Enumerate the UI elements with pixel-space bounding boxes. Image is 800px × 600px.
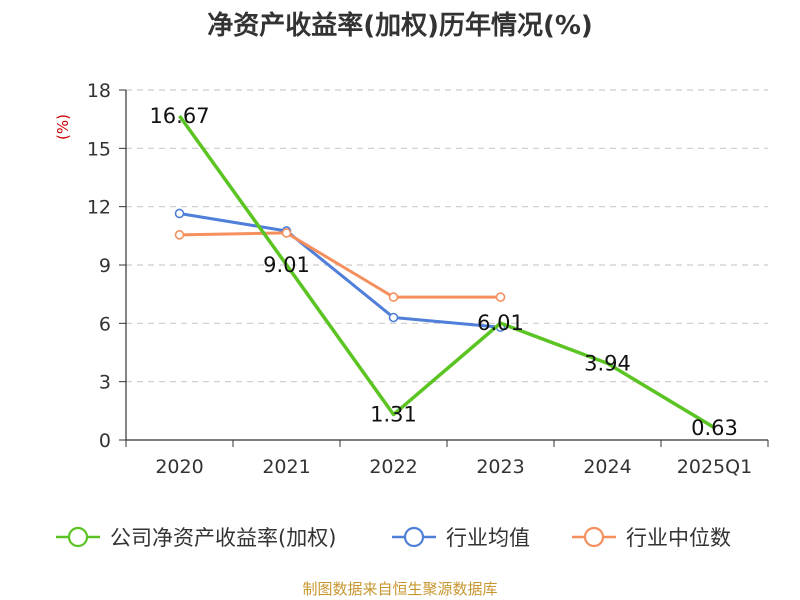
legend[interactable]: 公司净资产收益率(加权) 行业均值 行业中位数 xyxy=(56,526,731,550)
y-tick-label: 15 xyxy=(87,138,111,160)
legend-label: 公司净资产收益率(加权) xyxy=(110,526,336,550)
legend-marker xyxy=(403,526,425,548)
chart-title: 净资产收益率(加权)历年情况(%) xyxy=(207,10,593,41)
data-point xyxy=(388,312,399,323)
legend-label: 行业均值 xyxy=(446,526,530,550)
legend-label: 行业中位数 xyxy=(626,526,731,550)
axes: 0 3 6 9 12 15 18 2020 2021 2022 2023 2024 2025Q1 xyxy=(87,80,769,478)
x-tick-label: 2024 xyxy=(583,456,631,478)
data-point xyxy=(495,292,506,302)
x-tick-label: 2021 xyxy=(262,456,310,478)
data-label: 9.01 xyxy=(263,253,310,277)
data-label: 16.67 xyxy=(149,104,209,128)
x-tick-label: 2022 xyxy=(369,456,417,478)
data-point xyxy=(388,292,399,302)
y-tick-label: 18 xyxy=(87,80,111,102)
series-line xyxy=(179,231,501,299)
series-line xyxy=(178,114,716,430)
series-lines xyxy=(174,114,716,430)
data-label: 0.63 xyxy=(691,416,738,440)
legend-marker xyxy=(67,526,89,548)
data-source-note: 制图数据来自恒生聚源数据库 xyxy=(302,580,497,598)
x-tick-label: 2020 xyxy=(155,456,203,478)
x-tick-label: 2025Q1 xyxy=(677,456,752,478)
data-point xyxy=(281,228,292,238)
y-tick-label: 9 xyxy=(99,255,111,277)
data-label: 3.94 xyxy=(584,351,631,375)
series-line xyxy=(179,211,501,329)
legend-item[interactable]: 行业均值 xyxy=(392,526,530,550)
x-tick-label: 2023 xyxy=(476,456,524,478)
y-tick-label: 12 xyxy=(87,197,111,219)
legend-item[interactable]: 公司净资产收益率(加权) xyxy=(56,526,336,550)
y-axis-label: (%) xyxy=(54,114,72,140)
data-labels: 16.67 9.01 1.31 6.01 3.94 0.63 xyxy=(149,104,737,440)
data-label: 1.31 xyxy=(370,403,417,427)
grid-lines xyxy=(126,89,768,383)
data-label: 6.01 xyxy=(477,311,524,335)
y-tick-label: 0 xyxy=(99,430,111,452)
y-tick-label: 6 xyxy=(99,313,111,335)
legend-marker xyxy=(583,526,605,548)
data-point xyxy=(174,208,185,219)
legend-item[interactable]: 行业中位数 xyxy=(572,526,731,550)
data-point xyxy=(174,230,185,240)
y-tick-label: 3 xyxy=(99,372,111,394)
